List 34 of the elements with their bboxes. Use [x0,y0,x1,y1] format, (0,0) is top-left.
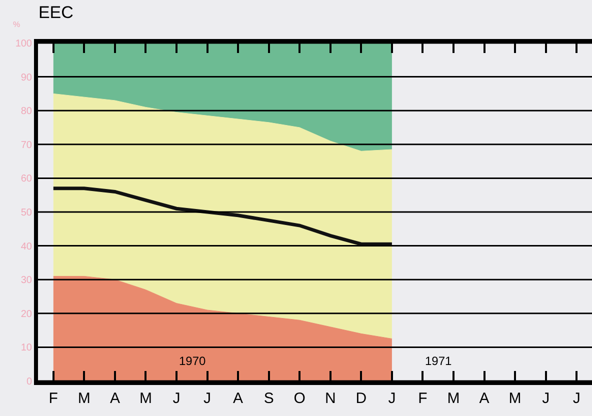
x-tick-label: A [110,390,120,407]
x-tick-label: F [418,390,428,407]
y-tick-label: 70 [20,140,32,151]
chart-title: EEC [38,3,74,22]
x-tick-label: A [479,390,490,407]
y-tick-label: 80 [20,106,32,118]
y-tick-label: 100 [15,38,32,50]
y-tick-label: 20 [20,308,32,320]
annotation: 1970 [179,354,206,368]
y-tick-label: 60 [20,174,32,185]
y-tick-label: 10 [20,342,32,354]
x-tick-label: M [139,390,152,407]
x-tick-label: M [508,390,522,407]
y-tick-label: 90 [20,72,32,84]
x-tick-label: A [233,390,244,407]
x-tick-label: M [78,390,90,407]
x-tick-label: J [204,390,212,407]
y-tick-label: 40 [20,241,32,252]
x-tick-label: N [324,390,336,407]
y-axis-title: % [13,20,20,29]
x-tick-label: J [572,390,580,407]
x-tick-label: O [294,390,306,407]
x-tick-label: J [388,390,396,407]
x-tick-label: S [264,390,274,407]
x-tick-label: D [356,390,367,407]
y-tick-label: 50 [20,208,32,218]
x-tick-label: J [542,390,550,407]
annotation: 1971 [425,354,452,368]
y-tick-label: 0 [26,376,32,388]
line-series [52,186,394,246]
x-tick-label: F [48,390,58,407]
x-tick-label: J [172,390,180,407]
y-tick-label: 30 [20,275,32,286]
x-tick-label: M [447,390,460,407]
